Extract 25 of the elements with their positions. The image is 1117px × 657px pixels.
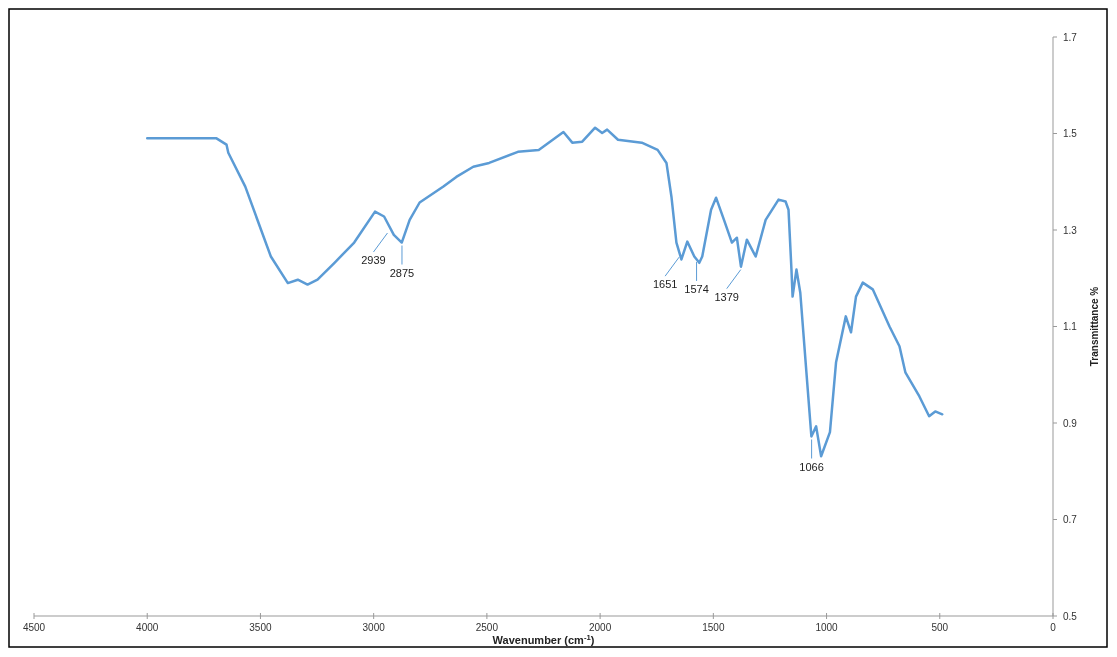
x-axis-title: Wavenumber (cm$^{-1}$)	[492, 632, 595, 646]
annotation: 1574	[684, 282, 709, 295]
annotation: 2875	[389, 266, 415, 279]
x-tick-label: 4000	[136, 622, 159, 633]
y-tick-label: 0.7	[1063, 514, 1078, 525]
y-tick-label: 0.9	[1063, 417, 1078, 429]
y-tick-label: 1.7	[1063, 31, 1078, 43]
x-tick-label: 2500	[475, 622, 499, 633]
x-tick-label: 0	[1050, 622, 1057, 633]
x-tick-label: 3500	[249, 622, 272, 633]
annotation: 1651	[652, 278, 678, 291]
annotation: 2939	[361, 254, 386, 266]
x-tick-label: 4500	[22, 622, 46, 633]
y-tick-label: 1.3	[1063, 224, 1078, 236]
annotation: 1066	[799, 460, 824, 473]
y-tick-label: 1.1	[1063, 321, 1078, 332]
x-tick-label: 1500	[702, 622, 725, 633]
x-tick-label: 2000	[588, 622, 612, 633]
x-tick-label: 500	[931, 622, 949, 633]
y-tick-label: 0.5	[1063, 610, 1078, 622]
y-axis-title: Transmittance %	[1089, 286, 1100, 367]
annotation: 1379	[714, 290, 739, 303]
x-tick-label: 3000	[362, 622, 386, 633]
y-tick-label: 1.5	[1063, 128, 1078, 139]
x-tick-label: 1000	[815, 622, 839, 633]
